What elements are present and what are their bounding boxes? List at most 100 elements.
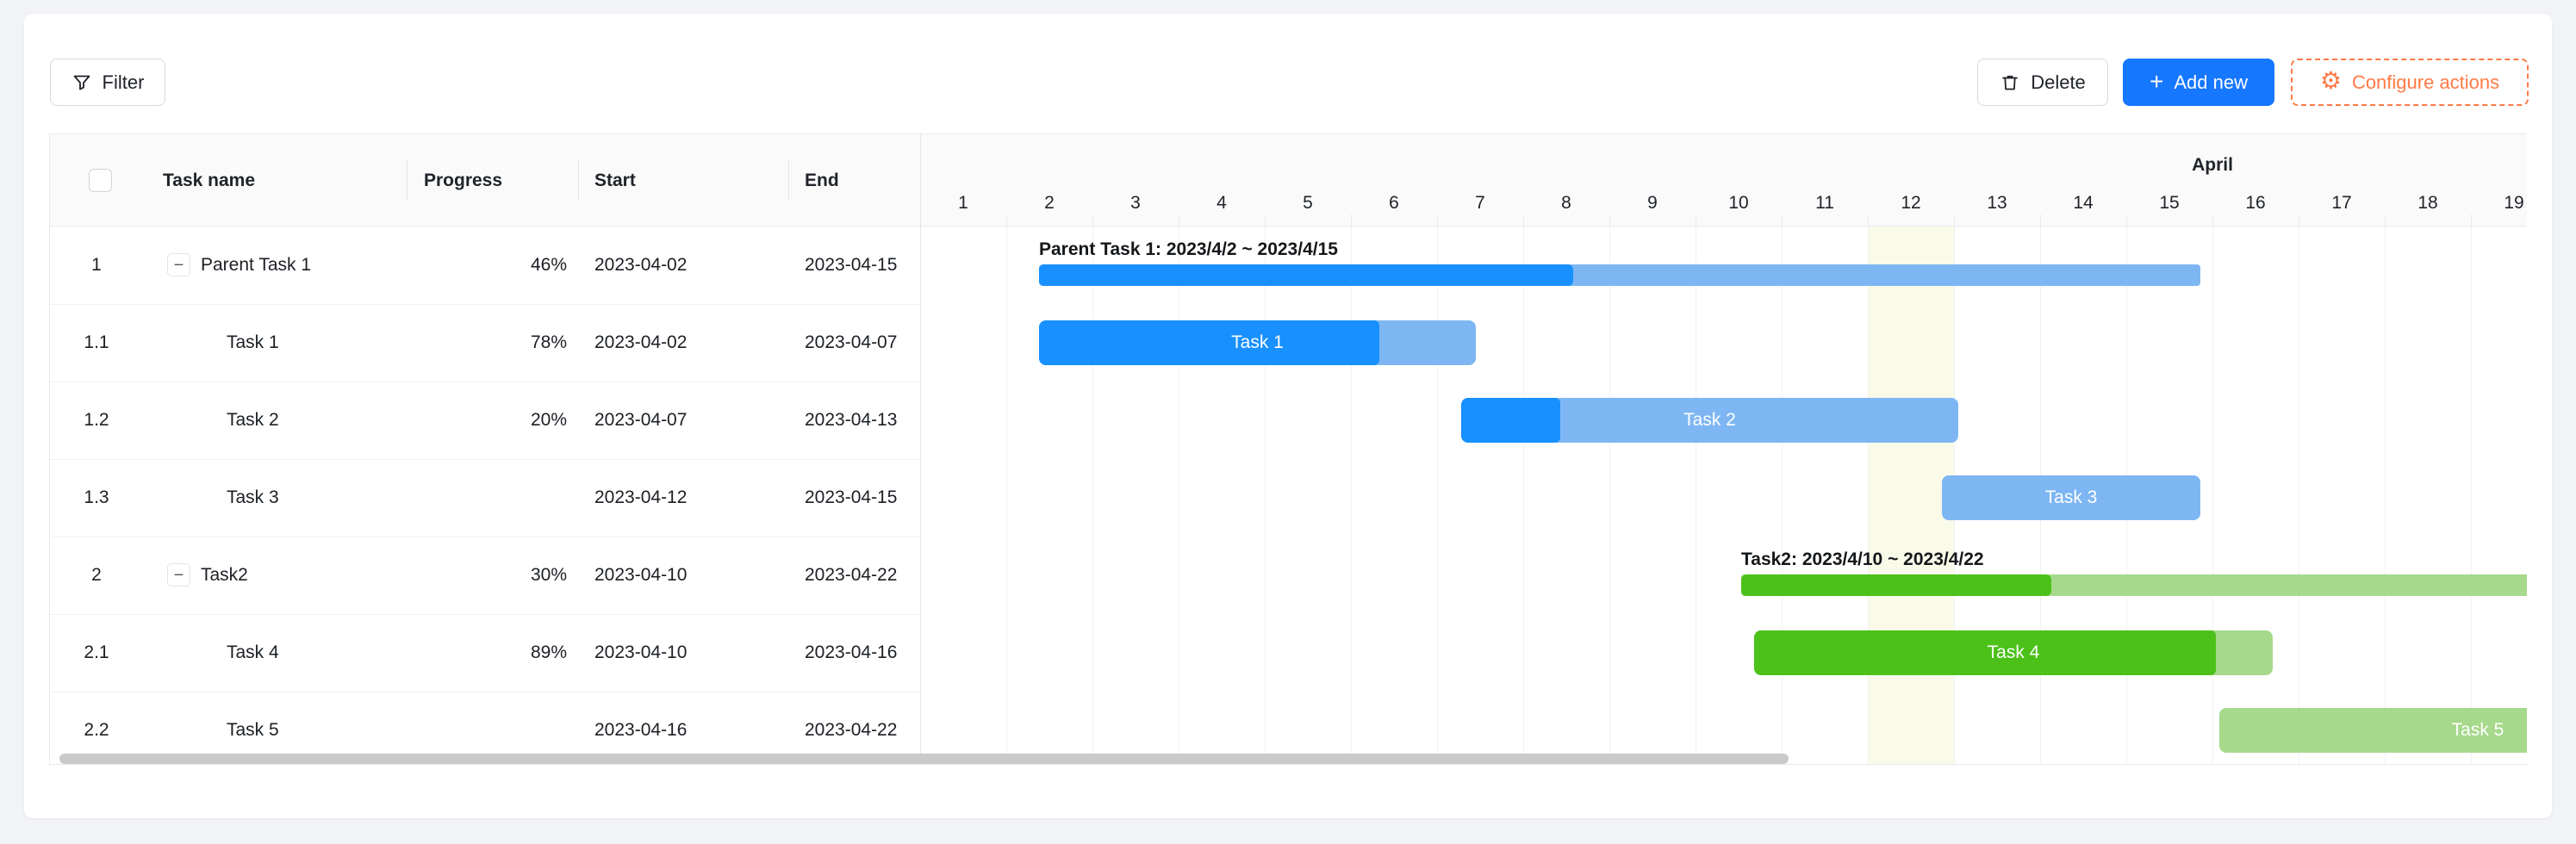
timeline-gridline	[1092, 227, 1093, 764]
day-label: 17	[2331, 193, 2352, 213]
day-label: 1	[958, 193, 968, 213]
day-separator-tick	[2385, 214, 2386, 227]
taskbar-parent[interactable]	[1741, 574, 2527, 596]
gantt-chart: April 1 2 3 4 5 6 7 8 9 10 11 12 13 14 15 16 17 18 19 Pare…	[920, 134, 2527, 764]
task-name-cell: Task 1	[227, 332, 279, 352]
configure-actions-label: Configure actions	[2351, 71, 2500, 93]
task-table-header: Task name Progress Start End	[50, 134, 920, 227]
collapse-toggle[interactable]: −	[167, 253, 190, 276]
table-row[interactable]: 1.1 Task 1 78% 2023-04-02 2023-04-07	[50, 304, 920, 382]
end-date-cell: 2023-04-15	[805, 487, 898, 507]
day-label: 15	[2159, 193, 2180, 213]
trash-icon	[2000, 72, 2020, 93]
taskbar[interactable]: Task 5	[2219, 708, 2527, 753]
day-label: 14	[2073, 193, 2094, 213]
taskbar[interactable]: Task 2	[1461, 398, 1958, 443]
progress-cell: 89%	[530, 642, 567, 662]
timeline-gridline	[2212, 227, 2213, 764]
timeline-gridline	[2385, 227, 2386, 764]
filter-button[interactable]: Filter	[50, 59, 165, 106]
taskbar-label: Task 1	[1231, 332, 1284, 352]
day-separator-tick	[2471, 214, 2472, 227]
taskbar-parent[interactable]	[1039, 264, 2200, 286]
row-index: 2.1	[84, 642, 109, 662]
start-date-cell: 2023-04-12	[594, 487, 688, 507]
column-header-end: End	[805, 171, 839, 190]
start-date-cell: 2023-04-02	[594, 332, 688, 352]
delete-button[interactable]: Delete	[1977, 59, 2108, 106]
add-new-button[interactable]: + Add new	[2123, 59, 2274, 106]
taskbar-label: Task 2	[1683, 410, 1736, 430]
column-header-start: Start	[594, 171, 636, 190]
taskbar-float-label: Parent Task 1: 2023/4/2 ~ 2023/4/15	[1039, 239, 1338, 259]
gear-icon: ⚙	[2319, 67, 2342, 94]
task-table: Task name Progress Start End 1− Parent Ta…	[50, 134, 920, 764]
day-separator-tick	[2212, 214, 2213, 227]
task-name-cell: Task 4	[227, 642, 279, 662]
taskbar-progress-fill	[1039, 320, 1379, 365]
task-name-cell: Task 5	[227, 720, 279, 740]
select-all-checkbox[interactable]	[89, 169, 112, 192]
taskbar[interactable]: Task 3	[1942, 475, 2200, 520]
start-date-cell: 2023-04-10	[594, 565, 688, 585]
day-label: 9	[1647, 193, 1658, 213]
taskbar-progress-fill	[1741, 574, 2051, 596]
day-separator-tick	[2126, 214, 2127, 227]
table-row[interactable]: 1.3 Task 3 2023-04-12 2023-04-15	[50, 459, 920, 537]
month-label: April	[2192, 155, 2233, 175]
end-date-cell: 2023-04-22	[805, 565, 898, 585]
taskbar-progress-fill	[1039, 264, 1573, 286]
taskbar-float-label: Task2: 2023/4/10 ~ 2023/4/22	[1741, 549, 1984, 569]
taskbar-label: Task 4	[1987, 642, 2040, 662]
end-date-cell: 2023-04-07	[805, 332, 898, 352]
taskbar-label: Task 5	[2451, 720, 2504, 740]
row-separator	[50, 614, 920, 615]
taskbar[interactable]: Task 4	[1754, 630, 2273, 675]
column-separator	[407, 160, 408, 201]
today-highlight-column	[1868, 227, 1954, 764]
timeline-gridline	[1782, 227, 1783, 764]
day-label: 8	[1561, 193, 1571, 213]
progress-cell: 78%	[530, 332, 567, 352]
taskbar-progress-fill	[1754, 630, 2216, 675]
day-separator-tick	[1523, 214, 1524, 227]
task-name-cell: Parent Task 1	[201, 255, 312, 275]
day-separator-tick	[1437, 214, 1438, 227]
day-separator-tick	[1092, 214, 1093, 227]
timeline-gridline	[1523, 227, 1524, 764]
taskbar-progress-fill	[1461, 398, 1560, 443]
table-row[interactable]: 2.2 Task 5 2023-04-16 2023-04-22	[50, 692, 920, 764]
table-row[interactable]: 2.1 Task 4 89% 2023-04-10 2023-04-16	[50, 614, 920, 692]
day-separator-tick	[1954, 214, 1955, 227]
taskbar-label: Task 3	[2044, 487, 2098, 507]
row-index: 1.1	[84, 332, 109, 352]
task-name-cell: Task 2	[227, 410, 279, 430]
table-chart-divider[interactable]	[920, 134, 921, 764]
day-separator-tick	[1006, 214, 1007, 227]
row-index: 2.2	[84, 720, 109, 740]
day-separator-tick	[2040, 214, 2041, 227]
timeline-header: April 1 2 3 4 5 6 7 8 9 10 11 12 13 14 15 16 17 18 19	[920, 134, 2527, 227]
end-date-cell: 2023-04-15	[805, 255, 898, 275]
progress-cell: 46%	[530, 255, 567, 275]
timeline-gridline	[1437, 227, 1438, 764]
funnel-icon	[72, 72, 92, 93]
row-index: 1.2	[84, 410, 109, 430]
horizontal-scrollbar[interactable]	[59, 754, 1789, 764]
table-row[interactable]: 1 − Parent Task 1 46% 2023-04-02 2023-04-15	[50, 227, 920, 304]
add-new-button-label: Add new	[2174, 71, 2248, 93]
day-label: 13	[1987, 193, 2007, 213]
start-date-cell: 2023-04-10	[594, 642, 688, 662]
plus-icon: +	[2150, 67, 2164, 95]
taskbar[interactable]: Task 1	[1039, 320, 1476, 365]
table-row[interactable]: 1.2 Task 2 20% 2023-04-07 2023-04-13	[50, 382, 920, 459]
day-label: 12	[1901, 193, 1921, 213]
day-label: 5	[1303, 193, 1313, 213]
table-row[interactable]: 2 − Task2 30% 2023-04-10 2023-04-22	[50, 537, 920, 614]
day-separator-tick	[1609, 214, 1610, 227]
collapse-toggle[interactable]: −	[167, 563, 190, 586]
configure-actions-button[interactable]: ⚙ Configure actions	[2291, 59, 2529, 106]
end-date-cell: 2023-04-13	[805, 410, 898, 430]
day-label: 6	[1389, 193, 1399, 213]
